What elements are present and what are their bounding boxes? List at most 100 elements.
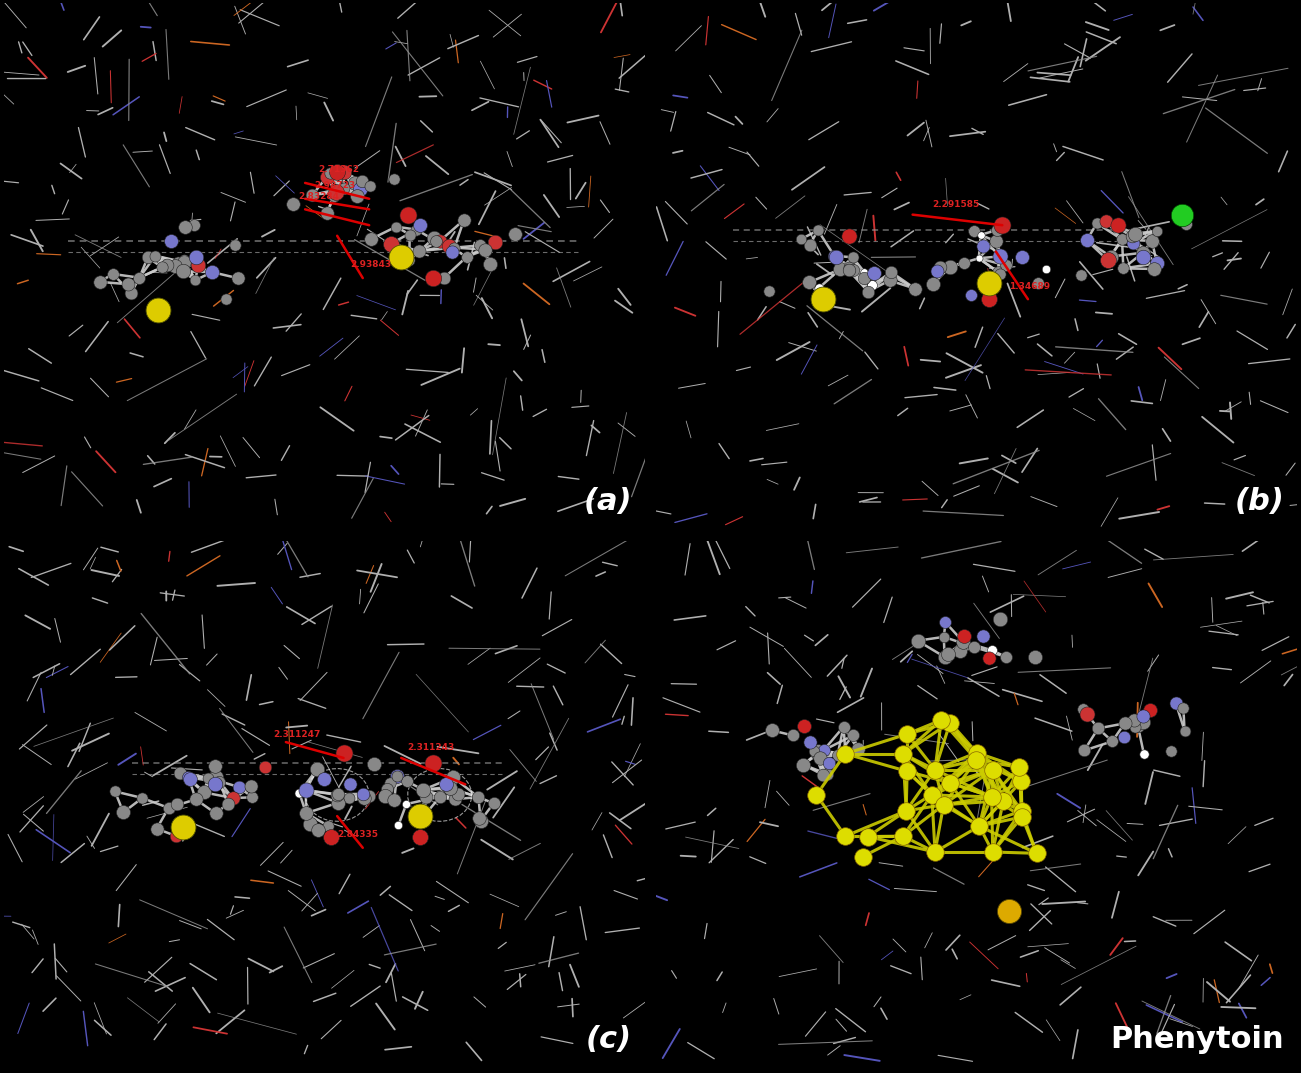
Point bbox=[1124, 711, 1145, 729]
Point bbox=[1174, 699, 1194, 716]
Point bbox=[117, 276, 138, 293]
Point bbox=[333, 744, 354, 761]
Point bbox=[295, 781, 316, 798]
Point bbox=[457, 248, 477, 265]
Point bbox=[1088, 720, 1108, 737]
Point bbox=[229, 779, 250, 796]
Point bbox=[857, 283, 878, 300]
Point bbox=[933, 629, 954, 646]
Point bbox=[424, 230, 445, 247]
Point bbox=[800, 734, 821, 751]
Point bbox=[838, 262, 859, 279]
Point bbox=[173, 263, 194, 280]
Point bbox=[129, 269, 150, 286]
Point bbox=[173, 818, 194, 835]
Point bbox=[360, 231, 381, 248]
Point bbox=[1124, 718, 1145, 735]
Point bbox=[995, 648, 1016, 665]
Point bbox=[853, 269, 874, 286]
Point bbox=[353, 785, 373, 803]
Point bbox=[397, 773, 418, 790]
Point bbox=[173, 250, 194, 267]
Text: 2.291585: 2.291585 bbox=[932, 200, 980, 209]
Point bbox=[839, 259, 860, 276]
Point bbox=[178, 769, 199, 787]
Point bbox=[1095, 212, 1116, 230]
Point bbox=[818, 754, 839, 771]
Point bbox=[217, 795, 238, 812]
Point bbox=[397, 206, 418, 223]
Point bbox=[808, 743, 829, 760]
Point bbox=[1026, 844, 1047, 862]
Point bbox=[782, 726, 803, 744]
Point bbox=[980, 291, 1000, 308]
Point bbox=[470, 237, 490, 254]
Point bbox=[390, 248, 411, 265]
Point bbox=[174, 219, 195, 236]
Point bbox=[147, 302, 168, 319]
Point bbox=[847, 740, 868, 758]
Point bbox=[399, 226, 420, 244]
Point bbox=[183, 216, 204, 233]
Point bbox=[152, 259, 173, 276]
Point bbox=[144, 247, 165, 264]
Point bbox=[985, 233, 1006, 250]
Point bbox=[185, 791, 206, 808]
Point bbox=[993, 792, 1013, 809]
Point bbox=[241, 778, 262, 795]
Point bbox=[377, 781, 398, 798]
Point bbox=[302, 187, 323, 204]
Point bbox=[317, 817, 338, 834]
Point bbox=[1097, 251, 1118, 268]
Point bbox=[340, 776, 360, 793]
Point bbox=[388, 817, 409, 834]
Point bbox=[973, 628, 994, 645]
Point bbox=[399, 251, 420, 268]
Point bbox=[354, 790, 375, 807]
Point bbox=[980, 649, 1000, 666]
Point bbox=[824, 247, 844, 264]
Text: 2.83284: 2.83284 bbox=[299, 192, 340, 201]
Point bbox=[1086, 215, 1107, 232]
Point bbox=[907, 632, 928, 649]
Point bbox=[813, 741, 834, 759]
Point bbox=[425, 233, 446, 250]
Point bbox=[761, 722, 782, 739]
Point bbox=[965, 751, 986, 768]
Point bbox=[1128, 718, 1149, 735]
Point bbox=[805, 746, 826, 763]
Point bbox=[334, 163, 355, 180]
Point bbox=[480, 255, 501, 273]
Point bbox=[926, 263, 947, 280]
Point bbox=[933, 796, 954, 813]
Point bbox=[808, 279, 829, 296]
Point bbox=[180, 770, 200, 788]
Point bbox=[814, 294, 835, 311]
Point bbox=[989, 611, 1010, 628]
Point bbox=[937, 646, 958, 663]
Point bbox=[327, 787, 347, 804]
Point bbox=[835, 745, 856, 762]
Point bbox=[998, 902, 1019, 920]
Point bbox=[827, 747, 848, 764]
Point bbox=[185, 271, 206, 289]
Point bbox=[359, 178, 380, 195]
Point bbox=[380, 775, 401, 792]
Point bbox=[433, 269, 454, 286]
Point bbox=[1011, 248, 1032, 265]
Point bbox=[173, 253, 194, 270]
Point bbox=[1133, 707, 1154, 724]
Point bbox=[414, 807, 435, 824]
Point bbox=[1101, 248, 1121, 265]
Point bbox=[987, 263, 1008, 280]
Point bbox=[1121, 227, 1142, 245]
Point bbox=[325, 183, 346, 201]
Text: (b): (b) bbox=[1235, 487, 1284, 516]
Point bbox=[1166, 694, 1187, 711]
Point bbox=[156, 256, 177, 274]
Point bbox=[328, 794, 349, 811]
Text: 2.311243: 2.311243 bbox=[407, 743, 455, 752]
Point bbox=[204, 758, 225, 775]
Text: 2.71362: 2.71362 bbox=[317, 165, 359, 174]
Point bbox=[359, 788, 380, 805]
